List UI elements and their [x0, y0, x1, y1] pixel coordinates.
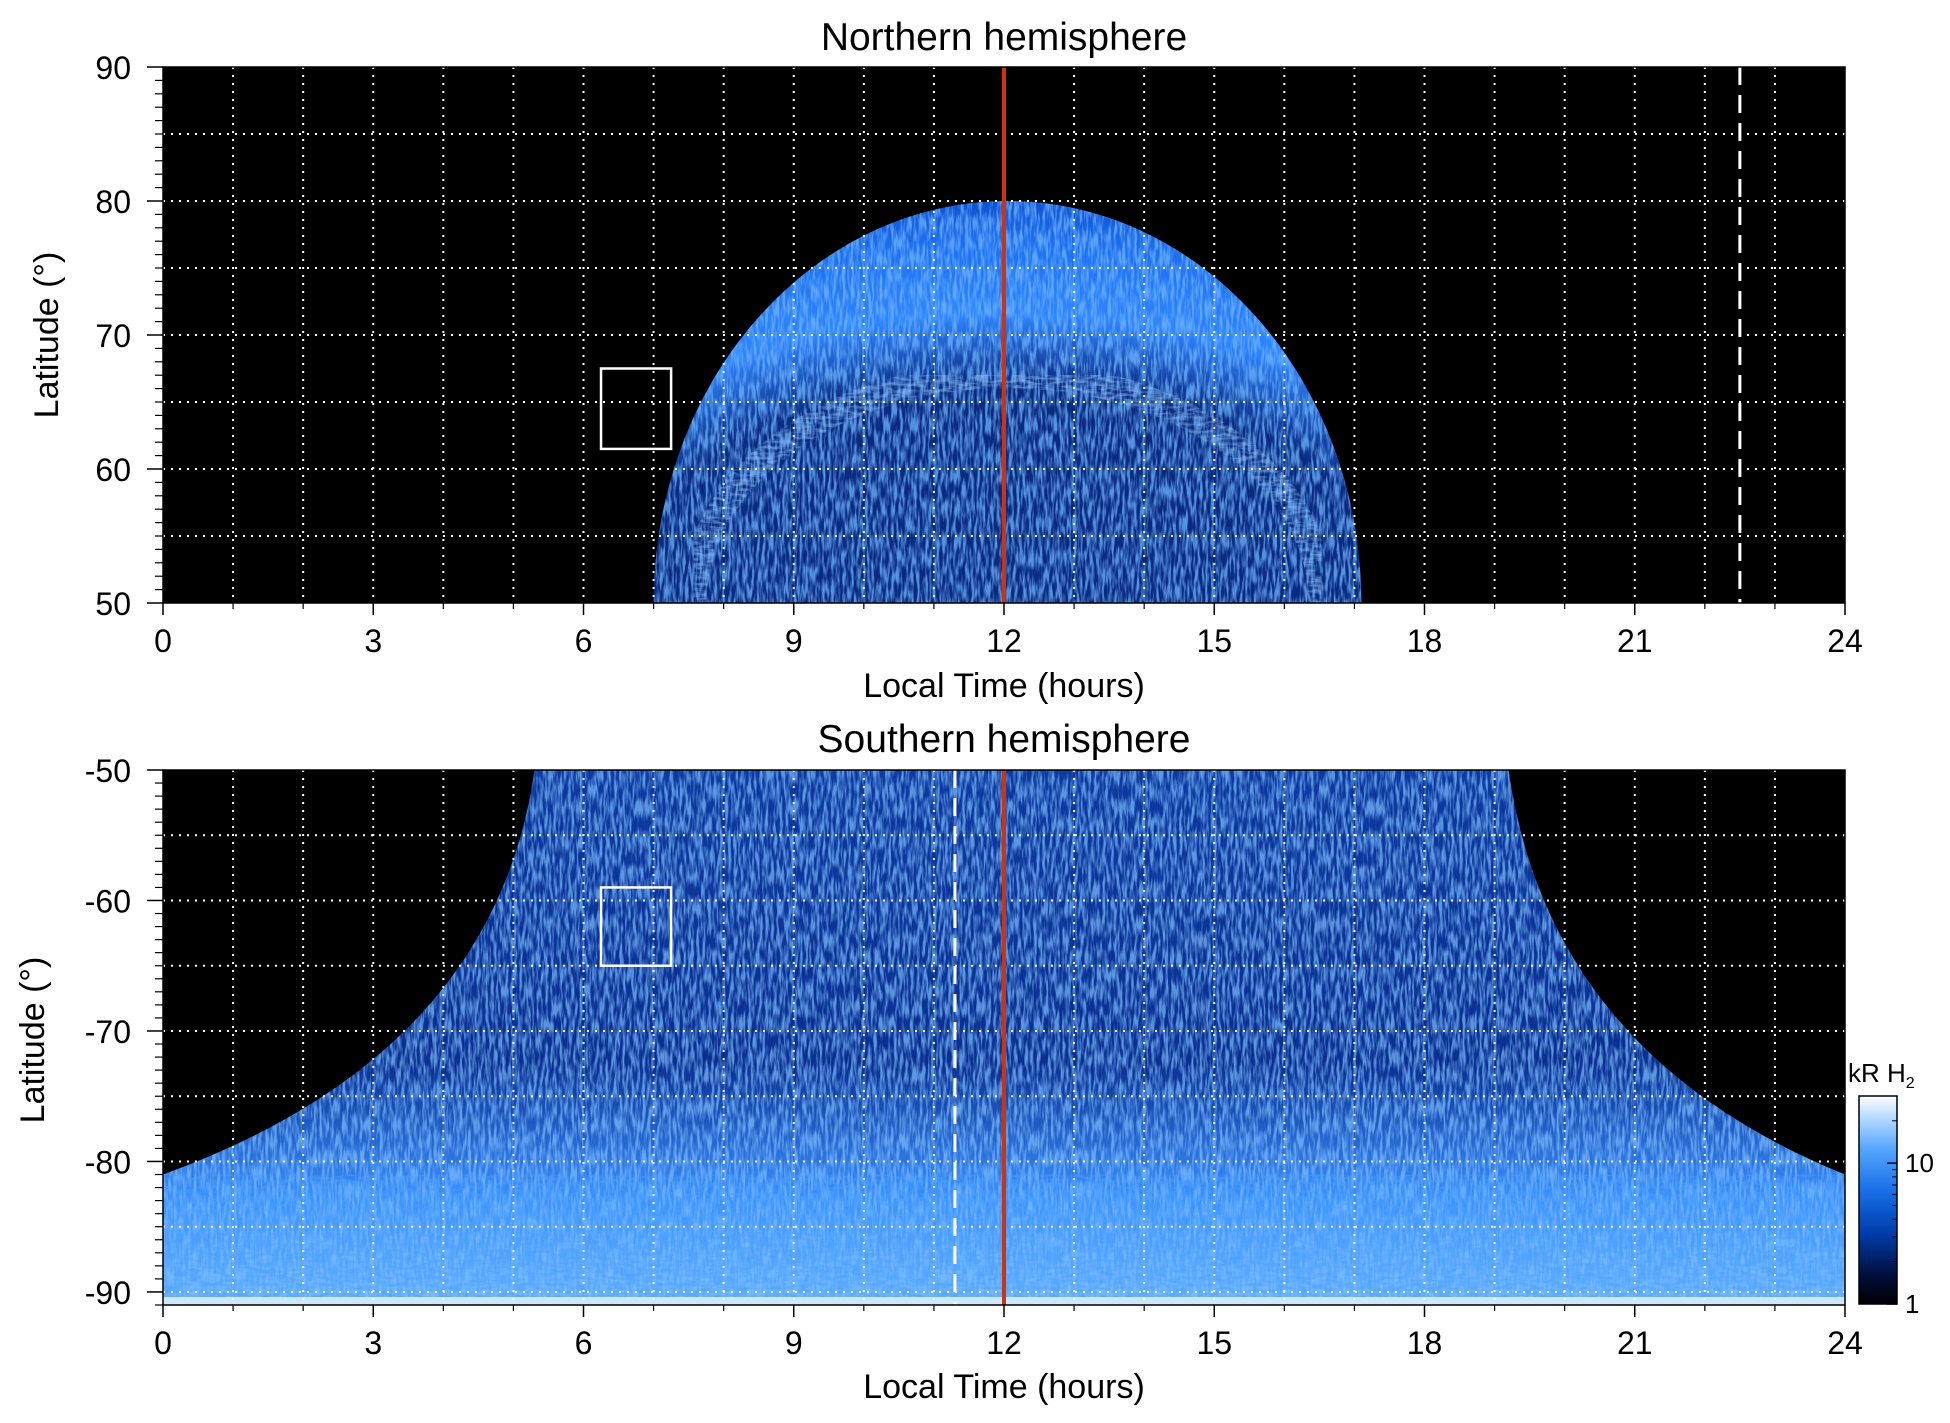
colorbar-tick-label: 10 [1905, 1148, 1934, 1178]
northern-emission-streaks [653, 200, 1362, 603]
colorbar-label-main: kR H [1848, 1058, 1906, 1088]
southern-axis-ticks: 0 3 6 9 12 15 18 21 24 -90 -80 -70 -60 -50 [85, 753, 1863, 1361]
southern-x-axis-label: Local Time (hours) [863, 1368, 1145, 1406]
colorbar-gradient [1858, 1095, 1898, 1305]
northern-y-tick-label: 70 [95, 318, 131, 354]
northern-x-axis-label: Local Time (hours) [863, 667, 1145, 705]
northern-hemisphere-panel: Northern hemisphere 0 3 6 9 12 15 18 21 24 50 60 70… [28, 16, 1863, 705]
northern-x-tick-label: 6 [575, 623, 593, 659]
southern-hemisphere-title: Southern hemisphere [818, 718, 1191, 761]
northern-bright-arc [680, 362, 1335, 603]
northern-overlays [599, 67, 1742, 603]
southern-y-tick-label: -50 [85, 753, 131, 789]
southern-y-tick-label: -60 [85, 883, 131, 919]
southern-x-tick-label: 0 [154, 1325, 172, 1361]
northern-x-tick-label: 9 [785, 623, 803, 659]
northern-x-tick-label: 3 [364, 623, 382, 659]
colorbar-label-subscript: 2 [1906, 1075, 1915, 1092]
southern-x-tick-label: 15 [1196, 1325, 1232, 1361]
southern-overlays [599, 770, 1006, 1305]
northern-y-tick-label: 60 [95, 452, 131, 488]
northern-y-axis-label: Latitude (°) [28, 252, 66, 419]
northern-x-tick-label: 18 [1407, 623, 1443, 659]
southern-y-axis-label: Latitude (°) [14, 957, 52, 1124]
southern-region-box [599, 886, 673, 967]
southern-x-tick-label: 9 [785, 1325, 803, 1361]
northern-axis-ticks: 0 3 6 9 12 15 18 21 24 50 60 70 80 90 [95, 50, 1862, 659]
northern-region-box [599, 367, 673, 451]
northern-y-tick-label: 90 [95, 50, 131, 86]
southern-x-tick-label: 6 [575, 1325, 593, 1361]
colorbar: 1 10 kR H2 [1848, 1058, 1934, 1319]
northern-y-tick-label: 50 [95, 586, 131, 622]
northern-y-tick-label: 80 [95, 184, 131, 220]
southern-x-tick-label: 24 [1827, 1325, 1863, 1361]
northern-x-tick-label: 21 [1617, 623, 1653, 659]
colorbar-label: kR H2 [1848, 1058, 1915, 1092]
colorbar-ticks: 1 10 [1887, 1095, 1934, 1319]
northern-emission-map [653, 200, 1362, 603]
southern-y-tick-label: -70 [85, 1014, 131, 1050]
southern-x-tick-label: 3 [364, 1325, 382, 1361]
southern-x-tick-label: 21 [1617, 1325, 1653, 1361]
southern-x-tick-label: 18 [1407, 1325, 1443, 1361]
northern-x-tick-label: 0 [154, 623, 172, 659]
colorbar-tick-label: 1 [1905, 1289, 1919, 1319]
southern-y-tick-label: -90 [85, 1275, 131, 1311]
southern-hemisphere-panel: Southern hemisphere 0 3 6 9 12 15 18 21 24 -90 -80… [14, 718, 1863, 1406]
southern-x-tick-label: 12 [986, 1325, 1022, 1361]
southern-y-tick-label: -80 [85, 1144, 131, 1180]
northern-x-tick-label: 15 [1196, 623, 1232, 659]
northern-hemisphere-title: Northern hemisphere [821, 16, 1187, 59]
northern-x-tick-label: 12 [986, 623, 1022, 659]
northern-x-tick-label: 24 [1827, 623, 1863, 659]
